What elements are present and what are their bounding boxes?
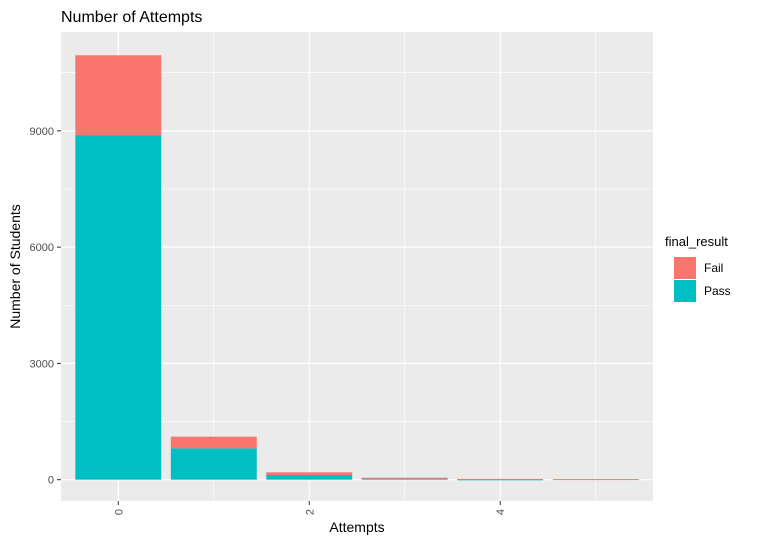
legend-key-fail <box>674 257 696 279</box>
y-tick-label: 6000 <box>30 242 54 254</box>
bar-pass-attempt-2 <box>266 475 353 480</box>
x-tick-label: 0 <box>113 509 125 515</box>
y-tick-label: 3000 <box>30 358 54 370</box>
bar-fail-attempt-5 <box>552 479 639 481</box>
bars <box>75 55 639 481</box>
legend-title: final_result <box>665 234 728 249</box>
bar-fail-attempt-3 <box>361 477 448 479</box>
bar-pass-attempt-1 <box>170 448 257 480</box>
legend-label-pass: Pass <box>704 284 731 298</box>
bar-fail-attempt-1 <box>170 436 257 449</box>
bar-fail-attempt-0 <box>75 55 162 136</box>
legend: final_result Fail Pass <box>665 234 731 302</box>
x-axis: 0 2 4 <box>113 501 507 515</box>
chart-title: Number of Attempts <box>61 9 202 26</box>
y-tick-label: 0 <box>48 475 54 487</box>
bar-fail-attempt-4 <box>457 478 544 480</box>
bar-pass-attempt-3 <box>361 478 448 480</box>
bar-pass-attempt-0 <box>75 135 162 480</box>
x-tick-label: 2 <box>304 509 316 515</box>
y-tick-label: 9000 <box>30 126 54 138</box>
legend-key-pass <box>674 280 696 302</box>
y-axis-title: Number of Students <box>7 204 23 329</box>
y-axis: 0 3000 6000 9000 <box>30 126 61 487</box>
x-tick-label: 4 <box>495 509 507 515</box>
legend-label-fail: Fail <box>704 261 723 275</box>
x-axis-title: Attempts <box>329 519 384 535</box>
bar-fail-attempt-2 <box>266 472 353 476</box>
